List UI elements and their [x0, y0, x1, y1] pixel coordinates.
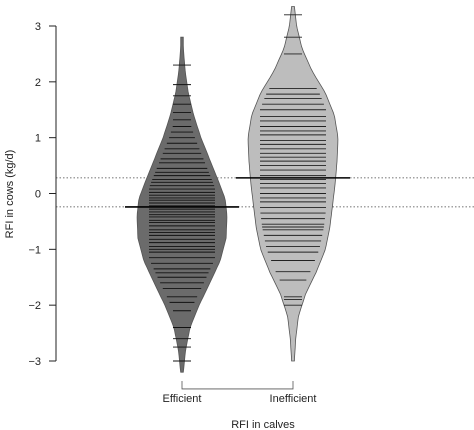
bean-groups: [125, 6, 350, 373]
bracket-line: [181, 380, 294, 390]
bean-inefficient: [236, 6, 350, 362]
y-tick-label: 1: [35, 133, 41, 145]
y-tick-label: −2: [28, 300, 41, 312]
x-tick-label-efficient: Efficient: [163, 393, 202, 405]
x-axis-title: RFI in calves: [231, 419, 295, 430]
bean-shape: [136, 36, 228, 373]
y-tick-label: −3: [28, 356, 41, 368]
y-tick-label: 0: [35, 189, 41, 201]
x-tick-label-inefficient: Inefficient: [270, 393, 317, 405]
y-tick-label: −1: [28, 244, 41, 256]
y-tick-label: 3: [35, 21, 41, 33]
x-axis: Efficient Inefficient: [163, 393, 317, 405]
y-axis: −3 −2 −1 0 1 2 3: [28, 21, 57, 368]
y-axis-title: RFI in cows (kg/d): [4, 150, 16, 239]
bean-efficient: [125, 36, 239, 373]
group-bracket: [181, 380, 294, 390]
y-tick-label: 2: [35, 77, 41, 89]
